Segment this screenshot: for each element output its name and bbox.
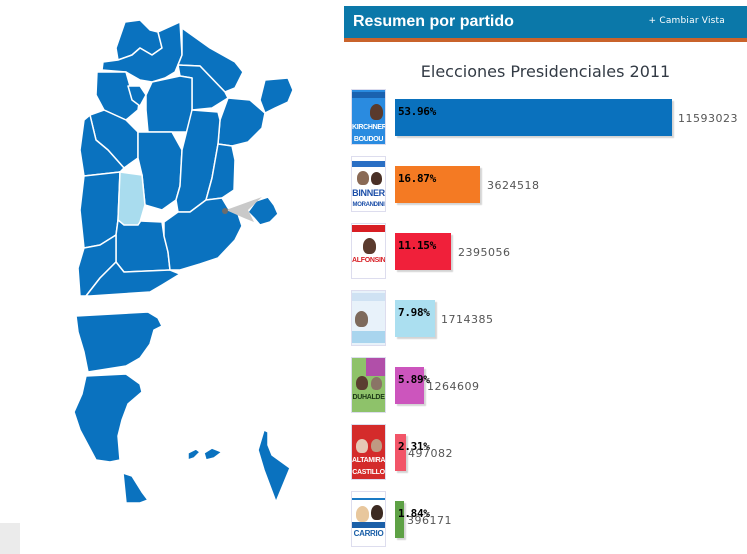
inset-pointer [226,197,262,222]
province-santa-cruz[interactable] [73,373,143,463]
province-entre-rios[interactable] [205,143,236,201]
result-row: CARRIO 1.84% 396171 [344,491,747,553]
panel-header [344,6,747,38]
result-bar[interactable]: 1.84% [395,501,430,538]
province-formosa[interactable] [177,27,244,93]
percentage-label: 16.87% [398,172,436,185]
result-bar[interactable]: 5.89% [395,367,430,404]
result-bar[interactable]: 7.98% [395,300,435,337]
province-san-juan[interactable] [79,114,125,177]
result-row: KIRCHNER BOUDOU 53.96% 11593023 [344,89,747,151]
province-santiago[interactable] [145,75,193,133]
percentage-label: 7.98% [398,306,430,319]
votes-count: 1264609 [427,380,480,393]
result-bar[interactable]: 16.87% [395,166,480,203]
result-bar[interactable]: 11.15% [395,233,451,270]
votes-count: 2395056 [458,246,511,259]
panel-title: Resumen por partido [353,13,514,30]
province-map-svg[interactable] [0,0,340,554]
result-bar[interactable]: 53.96% [395,99,672,136]
percentage-label: 53.96% [398,105,436,118]
argentina-map[interactable] [0,0,340,554]
change-view-link[interactable]: + Cambiar Vista [648,16,725,26]
candidate-ballot-thumbnail: ALTAMIRA CASTILLO [351,424,386,480]
antarctic-sector[interactable] [257,429,291,503]
province-buenos-aires[interactable] [163,197,243,271]
result-row: DUHALDE 5.89% 1264609 [344,357,747,419]
result-row: ALFONSIN 11.15% 2395056 [344,223,747,285]
candidate-ballot-thumbnail: KIRCHNER BOUDOU [351,89,386,145]
votes-count: 1714385 [441,313,494,326]
province-rio-negro[interactable] [85,261,181,297]
percentage-label: 1.84% [398,507,430,520]
result-row: ALTAMIRA CASTILLO 2.31% 497082 [344,424,747,486]
province-chubut[interactable] [75,311,163,373]
percentage-label: 5.89% [398,373,430,386]
percentage-label: 2.31% [398,440,430,453]
candidate-ballot-thumbnail [351,290,386,346]
malvinas-islands[interactable] [187,447,223,461]
candidate-ballot-thumbnail: BINNER MORANDINI [351,156,386,212]
province-tierra-del-fuego[interactable] [122,472,149,504]
result-row: 7.98% 1714385 [344,290,747,352]
province-corrientes[interactable] [217,97,266,147]
province-cordoba[interactable] [137,131,183,211]
header-accent-stripe [344,38,747,42]
candidate-ballot-thumbnail: DUHALDE [351,357,386,413]
capital-federal-marker[interactable] [222,208,228,214]
result-row: BINNER MORANDINI 16.87% 3624518 [344,156,747,218]
province-tucuman[interactable] [127,85,147,107]
province-san-luis[interactable] [117,171,146,226]
province-la-pampa[interactable] [115,219,171,273]
votes-count: 497082 [408,447,453,460]
candidate-ballot-thumbnail: ALFONSIN [351,223,386,279]
results-panel: Resumen por partido + Cambiar Vista Elec… [344,0,747,554]
candidate-ballot-thumbnail: CARRIO [351,491,386,547]
votes-count: 3624518 [487,179,540,192]
percentage-label: 11.15% [398,239,436,252]
map-control-box[interactable] [0,523,20,554]
chart-title: Elecciones Presidenciales 2011 [420,62,671,81]
province-catamarca[interactable] [95,71,141,121]
votes-count: 396171 [407,514,452,527]
votes-count: 11593023 [678,112,738,125]
province-misiones[interactable] [259,77,294,114]
result-bar[interactable]: 2.31% [395,434,430,471]
